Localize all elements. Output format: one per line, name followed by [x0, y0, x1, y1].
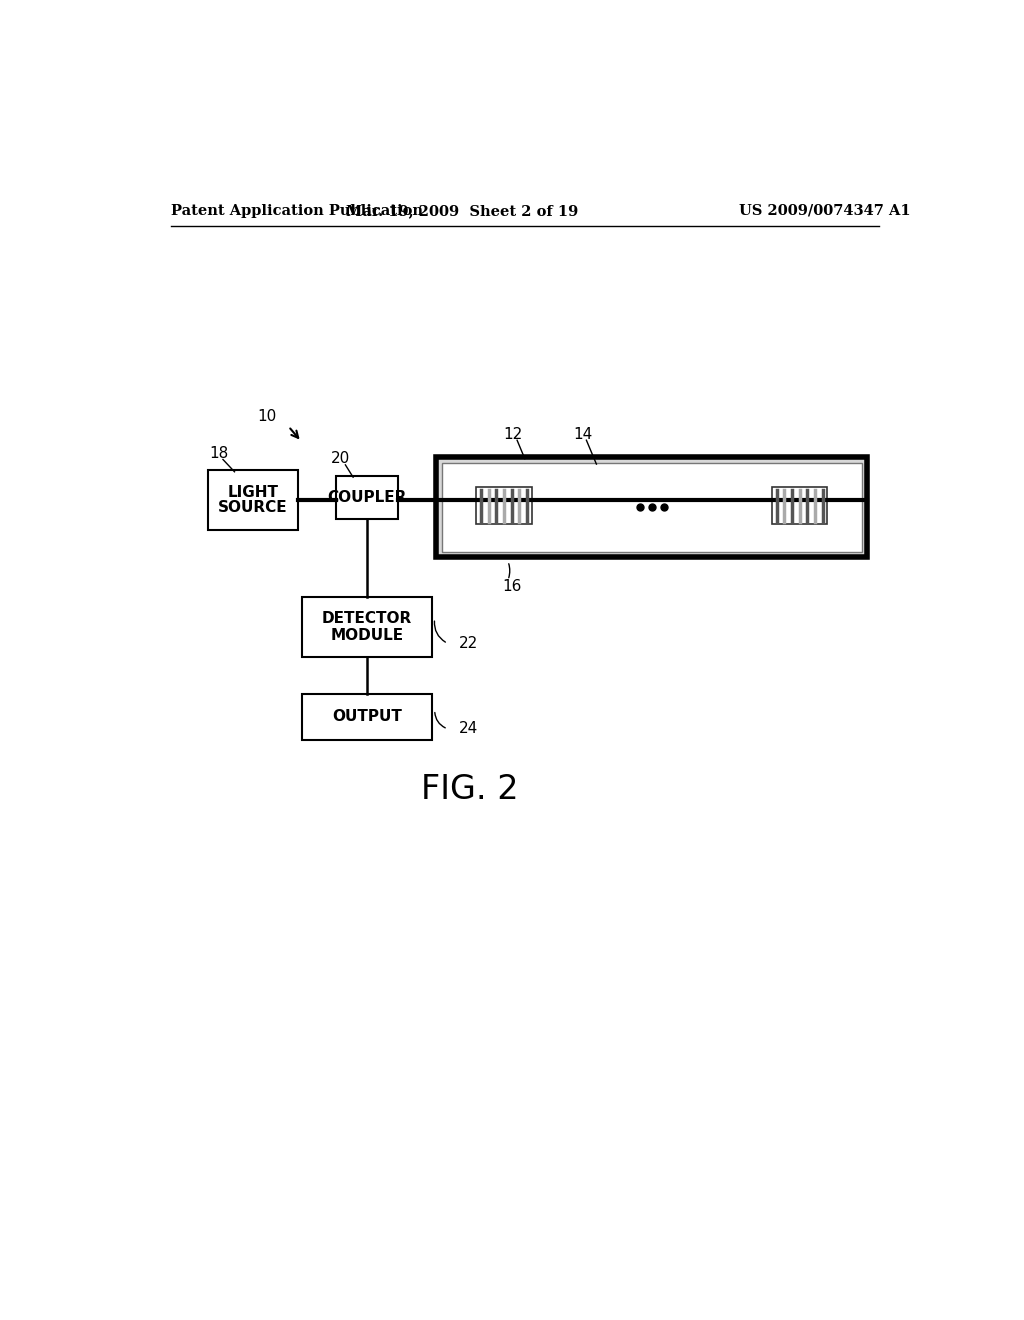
Bar: [772, 487, 827, 524]
Bar: [336, 475, 397, 519]
Text: US 2009/0074347 A1: US 2009/0074347 A1: [739, 203, 910, 218]
Bar: [441, 462, 862, 552]
Text: DETECTOR: DETECTOR: [322, 611, 412, 627]
Text: 10: 10: [258, 409, 276, 424]
Bar: [301, 597, 432, 657]
Bar: [476, 487, 531, 524]
Text: 14: 14: [572, 426, 592, 442]
Text: 12: 12: [504, 426, 523, 442]
Bar: [436, 457, 867, 557]
Text: 22: 22: [460, 636, 478, 651]
Text: Mar. 19, 2009  Sheet 2 of 19: Mar. 19, 2009 Sheet 2 of 19: [345, 203, 578, 218]
Text: LIGHT: LIGHT: [227, 484, 279, 500]
Bar: [301, 693, 432, 739]
Text: 20: 20: [331, 451, 349, 466]
Text: OUTPUT: OUTPUT: [332, 709, 401, 725]
Text: Patent Application Publication: Patent Application Publication: [171, 203, 423, 218]
Text: 18: 18: [210, 446, 228, 461]
Text: FIG. 2: FIG. 2: [421, 774, 518, 807]
Text: COUPLER: COUPLER: [328, 490, 407, 504]
Bar: [208, 470, 298, 531]
Text: 16: 16: [502, 579, 521, 594]
Text: MODULE: MODULE: [331, 628, 403, 643]
Text: 24: 24: [460, 722, 478, 737]
Text: SOURCE: SOURCE: [218, 500, 288, 516]
